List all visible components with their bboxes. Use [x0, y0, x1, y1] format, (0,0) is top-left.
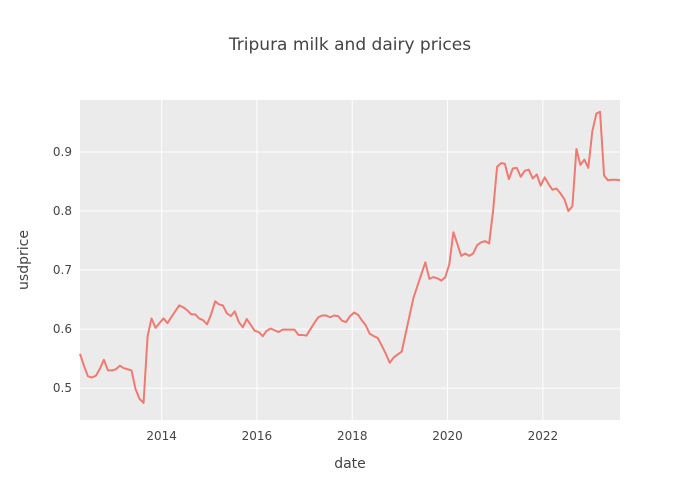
series-line [79, 110, 621, 404]
chart-title: Tripura milk and dairy prices [228, 35, 471, 55]
plot-area [80, 100, 620, 420]
x-tick-label: 2016 [242, 429, 273, 443]
x-axis-title: date [334, 456, 366, 472]
x-tick-label: 2020 [432, 429, 463, 443]
x-tick-label: 2022 [528, 429, 559, 443]
y-tick-label: 0.7 [53, 263, 72, 277]
y-tick-label: 0.9 [53, 145, 72, 159]
x-axis-ticks: 2014 2016 2018 2020 2022 [146, 429, 558, 443]
x-tick-label: 2014 [146, 429, 177, 443]
y-tick-label: 0.5 [53, 381, 72, 395]
y-axis-title: usdprice [16, 230, 32, 290]
grid-lines [80, 100, 620, 420]
x-tick-label: 2018 [337, 429, 368, 443]
y-tick-label: 0.6 [53, 322, 72, 336]
y-tick-label: 0.8 [53, 204, 72, 218]
y-axis-ticks: 0.5 0.6 0.7 0.8 0.9 [53, 145, 72, 395]
